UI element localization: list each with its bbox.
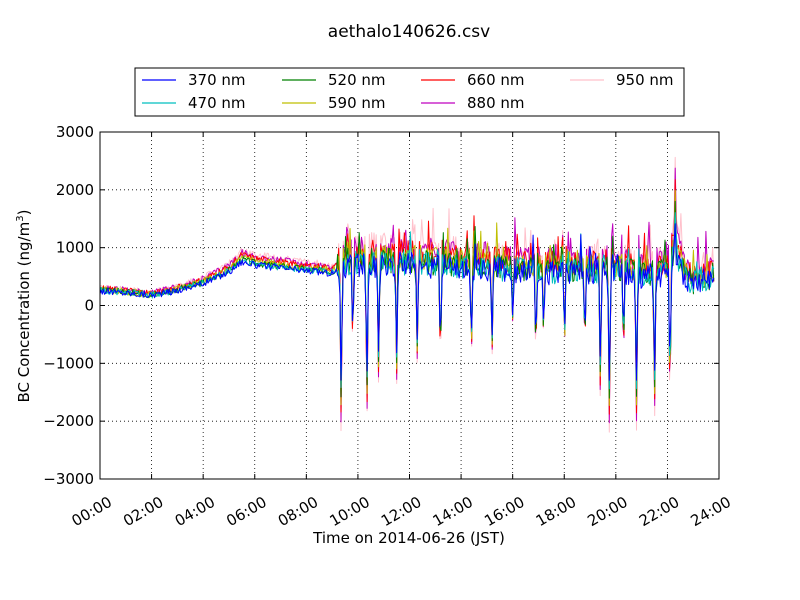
chart-title: aethalo140626.csv [328,22,490,42]
series-group [99,156,715,433]
y-tick-label: 3000 [56,123,94,141]
legend-label: 880 nm [467,94,525,112]
plot-area [99,131,720,480]
y-tick-label: 1000 [56,239,94,257]
y-tick-label: −3000 [43,470,94,488]
legend-box [134,67,685,117]
legend-entries: 370 nm 470 nm 520 nm 590 nm 660 nm 880 nm 950 … [142,71,674,112]
y-tick-label: −2000 [43,412,94,430]
legend-label: 370 nm [188,71,246,89]
y-tick-label: −1000 [43,354,94,372]
legend-label: 660 nm [467,71,525,89]
y-tick-labels: 3000 2000 1000 0 −1000 −2000 −3000 [43,123,94,488]
y-axis-label-main: BC Concentration (ng/m [15,222,33,403]
legend-label: 950 nm [616,71,674,89]
legend-label: 590 nm [328,94,386,112]
y-axis-label-close: ) [15,210,33,216]
y-axis-label: BC Concentration (ng/m3) [15,210,33,403]
y-tick-label: 0 [84,297,94,315]
y-tick-label: 2000 [56,181,94,199]
y-axis-label-superscript: 3 [15,215,26,221]
legend: 370 nm 470 nm 520 nm 590 nm 660 nm 880 nm 950 … [134,67,685,117]
legend-label: 470 nm [188,94,246,112]
legend-label: 520 nm [328,71,386,89]
x-axis-label: Time on 2014-06-26 (JST) [312,529,505,547]
series-line-370-nm [99,223,715,381]
tick-marks [99,131,720,480]
